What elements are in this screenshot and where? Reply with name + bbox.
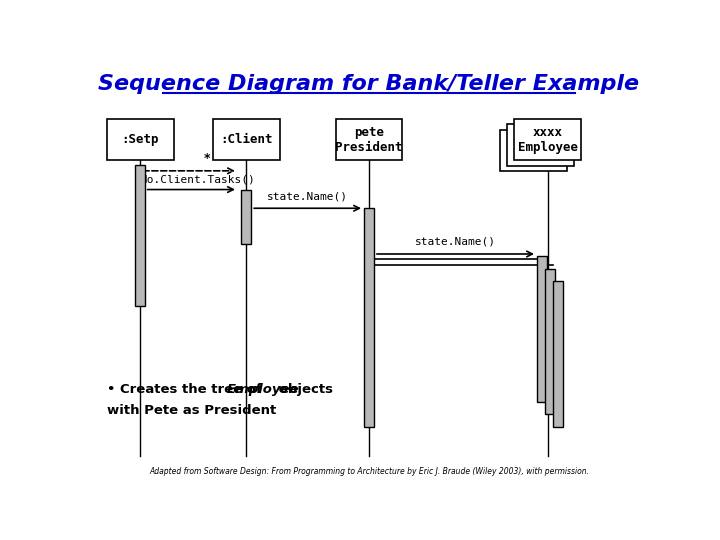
- Text: objects: objects: [274, 383, 333, 396]
- Bar: [537, 256, 547, 402]
- Text: pete
President: pete President: [336, 126, 402, 154]
- Text: :Setp: :Setp: [122, 133, 159, 146]
- Bar: [213, 119, 280, 160]
- Text: *: *: [204, 152, 210, 165]
- Bar: [364, 208, 374, 427]
- Bar: [135, 165, 145, 306]
- Text: :Client: :Client: [220, 133, 272, 146]
- Bar: [507, 124, 574, 166]
- Bar: [336, 119, 402, 160]
- Bar: [545, 268, 555, 414]
- Text: with Pete as President: with Pete as President: [107, 404, 276, 417]
- Bar: [107, 119, 174, 160]
- Text: Adapted from Software Design: From Programming to Architecture by Eric J. Braude: Adapted from Software Design: From Progr…: [149, 467, 589, 476]
- Text: Sequence Diagram for Bank/Teller Example: Sequence Diagram for Bank/Teller Example: [99, 73, 639, 93]
- Text: xxxx
Employee: xxxx Employee: [518, 126, 577, 154]
- Text: state.Name(): state.Name(): [267, 192, 348, 201]
- Text: do.Client.Tasks(): do.Client.Tasks(): [140, 174, 255, 185]
- Bar: [241, 190, 251, 244]
- Bar: [500, 130, 567, 171]
- Bar: [552, 281, 562, 427]
- Text: Employee: Employee: [227, 383, 300, 396]
- Text: state.Name(): state.Name(): [415, 237, 496, 247]
- Text: • Creates the tree of: • Creates the tree of: [107, 383, 266, 396]
- Bar: [514, 119, 581, 160]
